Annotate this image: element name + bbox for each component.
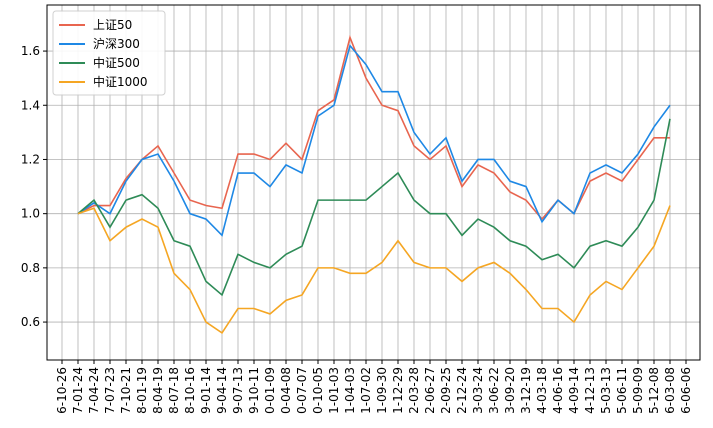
series-line: [77, 34, 670, 221]
y-tick-label: 1.2: [21, 152, 40, 166]
x-tick-label: 1-04-03: [343, 367, 357, 414]
series-line: [77, 205, 671, 335]
y-tick-label: 1.0: [21, 207, 40, 221]
y-tick-label: 0.8: [21, 261, 40, 275]
series-line: [77, 118, 671, 297]
x-tick-label: 8-10-16: [183, 367, 197, 414]
plot-frame: [46, 4, 701, 361]
y-tick-label: 0.6: [21, 315, 40, 329]
x-tick-label: 6-06-06: [679, 367, 693, 414]
series-line: [77, 43, 671, 237]
legend-label: 中证1000: [93, 74, 148, 89]
x-tick-label: 9-07-13: [231, 367, 245, 414]
x-tick-label: 4-06-16: [551, 367, 565, 414]
x-tick-label: 3-09-20: [503, 367, 517, 414]
x-tick-label: 4-03-18: [535, 367, 549, 414]
x-tick-label: 3-12-19: [519, 367, 533, 414]
x-tick-label: 8-07-18: [167, 367, 181, 414]
x-tick-label: 8-04-19: [151, 367, 165, 414]
x-tick-label: 1-01-03: [327, 367, 341, 414]
x-tick-label: 8-01-19: [135, 367, 149, 414]
x-tick-label: 1-09-30: [375, 367, 389, 414]
x-tick-label: 7-10-21: [119, 367, 133, 414]
x-tick-label: 2-06-27: [423, 367, 437, 414]
x-tick-label: 9-04-14: [215, 367, 229, 414]
x-tick-label: 6-03-08: [663, 367, 677, 414]
x-tick-label: 9-01-14: [199, 367, 213, 414]
x-tick-label: 0-04-08: [279, 367, 293, 414]
x-tick-label: 7-07-23: [103, 367, 117, 414]
legend-label: 上证50: [93, 18, 132, 32]
x-tick-label: 1-07-02: [359, 367, 373, 414]
x-tick-label: 5-09-09: [631, 367, 645, 414]
x-tick-label: 9-10-11: [247, 367, 261, 414]
legend-box: [52, 10, 166, 96]
x-tick-label: 3-03-24: [471, 367, 485, 414]
x-tick-label: 2-03-28: [407, 367, 421, 414]
x-tick-label: 3-06-22: [487, 367, 501, 414]
x-tick-label: 5-03-13: [599, 367, 613, 414]
x-tick-label: 6-10-26: [55, 367, 69, 414]
x-tick-label: 2-12-24: [455, 367, 469, 414]
x-tick-label: 7-04-24: [87, 367, 101, 414]
y-tick-label: 1.4: [21, 98, 40, 112]
x-tick-label: 5-12-08: [647, 367, 661, 414]
x-tick-label: 7-01-24: [71, 367, 85, 414]
x-tick-label: 0-10-05: [311, 367, 325, 414]
x-tick-label: 4-09-14: [567, 367, 581, 414]
x-tick-label: 5-06-11: [615, 367, 629, 414]
y-tick-label: 1.6: [21, 44, 40, 58]
x-tick-label: 2-09-25: [439, 367, 453, 414]
x-tick-label: 1-12-29: [391, 367, 405, 414]
x-tick-label: 4-12-13: [583, 367, 597, 414]
x-tick-label: 0-07-07: [295, 367, 309, 414]
legend-label: 中证500: [93, 55, 140, 70]
legend-label: 沪深300: [93, 37, 140, 51]
x-tick-label: 0-01-09: [263, 367, 277, 414]
